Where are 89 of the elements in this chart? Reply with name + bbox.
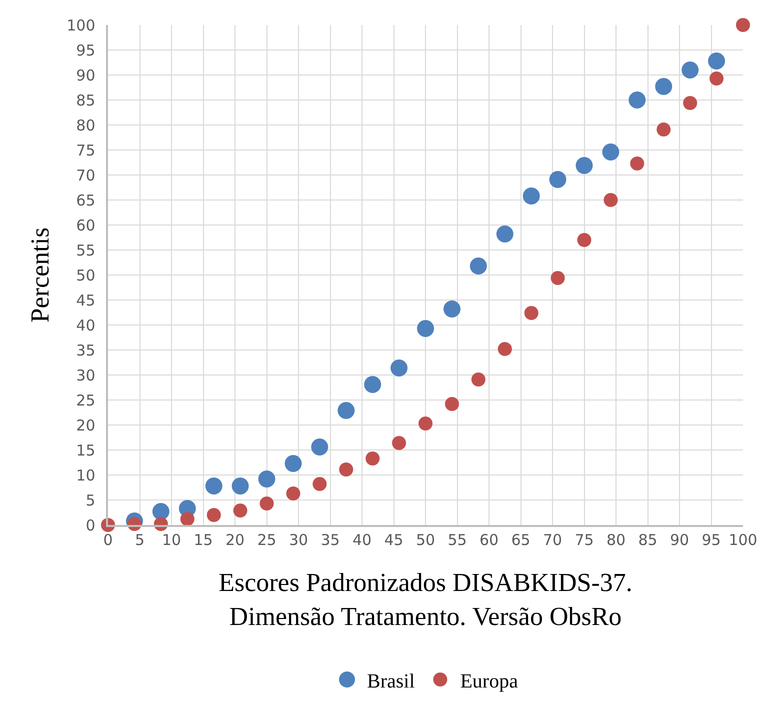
point — [549, 171, 566, 188]
y-tick-label: 45 — [76, 291, 96, 310]
point — [180, 512, 194, 526]
point — [708, 52, 726, 70]
point — [392, 436, 406, 450]
point — [206, 508, 221, 522]
point — [260, 496, 274, 510]
y-tick-label: 70 — [76, 166, 96, 184]
point — [683, 96, 698, 110]
x-tick-label: 20 — [225, 530, 245, 549]
point — [682, 62, 699, 78]
y-tick-label: 55 — [76, 241, 96, 260]
x-tick-label: 15 — [194, 530, 213, 549]
point — [312, 477, 327, 491]
x-tick-label: 80 — [606, 530, 626, 549]
point — [232, 478, 249, 494]
y-tick-label: 65 — [76, 191, 96, 210]
point — [628, 92, 646, 108]
y-tick-label: 25 — [76, 391, 96, 410]
point — [205, 478, 222, 494]
point — [366, 452, 380, 466]
point — [710, 72, 724, 86]
point — [444, 397, 459, 411]
point — [656, 122, 671, 136]
y-tick-label: 10 — [76, 466, 96, 484]
point — [284, 455, 302, 472]
point — [576, 157, 593, 174]
y-tick-label: 50 — [76, 266, 96, 284]
x-tick-label: 85 — [638, 530, 658, 549]
x-tick-label: 75 — [574, 530, 594, 549]
point — [602, 144, 620, 160]
y-tick-label: 30 — [76, 366, 96, 384]
point — [736, 18, 750, 32]
legend-label: Europa — [460, 670, 518, 692]
point — [339, 462, 354, 476]
point — [604, 193, 618, 207]
x-tick-label: 60 — [479, 530, 499, 549]
point — [522, 188, 540, 204]
point — [470, 258, 487, 274]
point — [471, 372, 486, 386]
point — [443, 300, 460, 318]
x-tick-label: 40 — [352, 530, 372, 549]
y-tick-label: 15 — [76, 441, 96, 460]
point — [286, 486, 300, 500]
y-tick-label: 60 — [76, 216, 96, 234]
point — [577, 233, 592, 247]
point — [364, 376, 382, 393]
y-tick-label: 100 — [66, 16, 96, 34]
y-tick-label: 0 — [86, 516, 96, 534]
point — [630, 156, 644, 170]
y-tick-label: 80 — [76, 116, 96, 134]
y-tick-label: 75 — [76, 141, 96, 160]
point — [550, 271, 565, 285]
point — [258, 470, 276, 488]
point — [390, 360, 408, 376]
point — [417, 320, 434, 337]
x-tick-label: 95 — [702, 530, 721, 549]
y-tick-label: 95 — [76, 41, 96, 60]
point — [338, 402, 355, 419]
point — [233, 504, 248, 518]
point — [152, 503, 170, 520]
x-tick-label: 70 — [542, 530, 562, 549]
x-tick-label: 10 — [162, 530, 182, 549]
x-tick-label: 25 — [257, 530, 276, 549]
x-tick-label: 35 — [320, 530, 340, 549]
y-tick-label: 40 — [76, 316, 96, 334]
x-tick-label: 45 — [384, 530, 404, 549]
legend-label: Brasil — [367, 670, 416, 692]
x-tick-label: 30 — [288, 530, 308, 549]
x-tick-label: 50 — [416, 530, 436, 549]
x-tick-label: 65 — [511, 530, 530, 549]
point — [496, 226, 514, 242]
y-tick-label: 20 — [76, 416, 96, 434]
point — [311, 438, 328, 456]
point — [655, 78, 672, 95]
x-tick-label: 90 — [670, 530, 690, 549]
x-axis-title: Escores Padronizados DISABKIDS-37. Dimensão Tratamento. Versão ObsRo — [218, 568, 632, 631]
y-tick-label: 85 — [76, 91, 96, 110]
point — [418, 416, 432, 430]
point — [498, 342, 512, 356]
y-tick-label: 5 — [86, 491, 96, 510]
x-tick-label: 5 — [134, 530, 145, 549]
y-tick-label: 90 — [76, 66, 96, 84]
y-axis-title: Percentis — [26, 227, 55, 323]
x-tick-label: 100 — [728, 530, 758, 549]
x-tick-label: 0 — [103, 530, 113, 549]
y-tick-label: 35 — [76, 341, 96, 360]
x-tick-label: 55 — [448, 530, 467, 549]
point — [524, 306, 538, 320]
